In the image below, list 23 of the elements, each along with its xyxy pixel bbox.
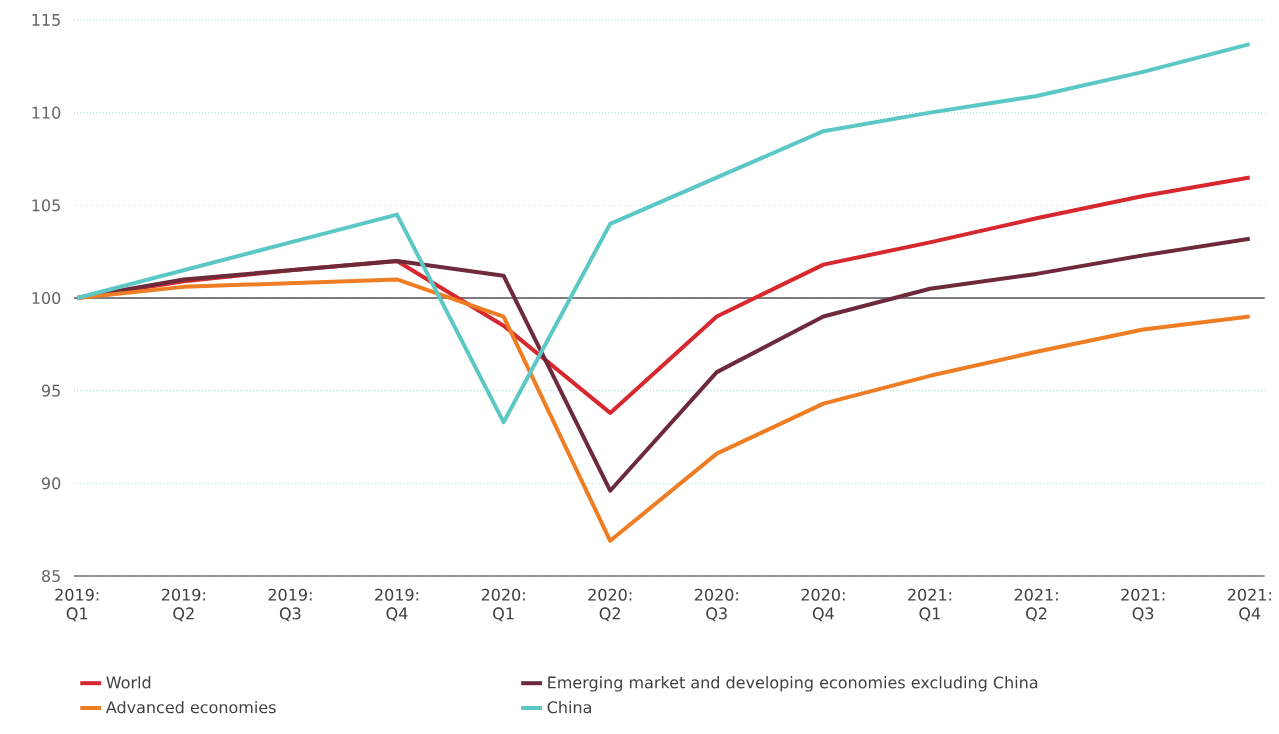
y-tick-label: 95 [41, 384, 60, 397]
x-tick-label: 2021: Q3 [1121, 588, 1165, 622]
x-tick-label: 2020: Q2 [588, 588, 632, 622]
legend-label: China [547, 700, 591, 714]
x-tick-label: 2019: Q4 [375, 588, 419, 622]
y-tick-label: 105 [32, 199, 60, 212]
x-tick-label: 2020: Q4 [801, 588, 845, 622]
y-tick-label: 85 [42, 569, 60, 583]
x-tick-label: 2021: Q4 [1227, 588, 1271, 622]
x-tick-label: 2020: Q1 [481, 588, 525, 622]
x-tick-label: 2019: Q3 [268, 588, 312, 622]
y-tick-label: 100 [32, 291, 61, 305]
x-tick-label: 2019: Q2 [161, 588, 205, 622]
legend-label: Advanced economies [105, 700, 276, 714]
y-tick-label: 90 [41, 477, 61, 490]
legend-label: World [106, 676, 151, 689]
x-tick-label: 2020: Q3 [694, 588, 738, 622]
y-tick-label: 110 [32, 106, 61, 119]
x-tick-label: 2021: Q1 [908, 588, 952, 622]
x-tick-label: 2019: Q1 [55, 588, 99, 622]
y-tick-label: 115 [32, 14, 60, 26]
legend-label: Emerging market and developing economies excluding China [548, 676, 1038, 692]
x-tick-label: 2021: Q2 [1014, 588, 1058, 622]
